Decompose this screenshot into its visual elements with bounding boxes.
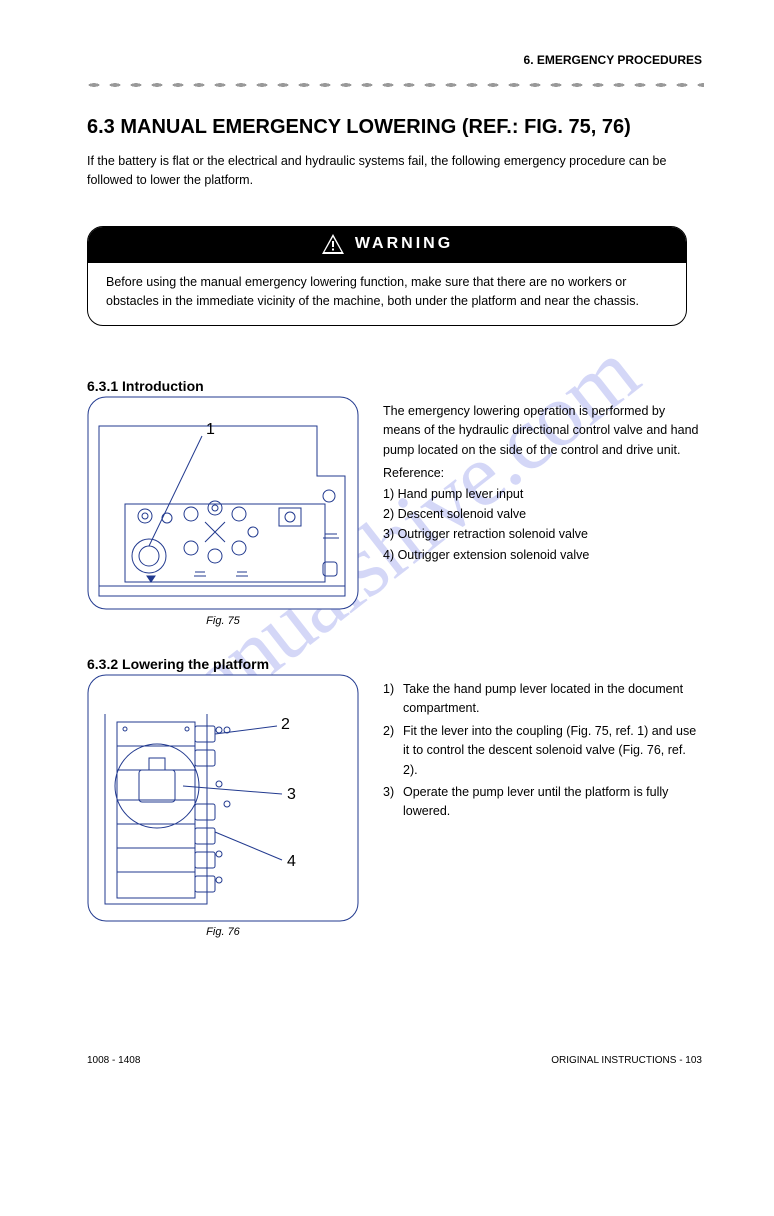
subsection-introduction: 6.3.1 Introduction: [87, 378, 204, 394]
figure-76-svg: 2 3 4: [87, 674, 359, 922]
figure-75-svg: 1: [87, 396, 359, 611]
figure-75-ref-1: 1: [206, 421, 215, 438]
footer-left: 1008 - 1408: [87, 1055, 140, 1066]
ref-2: 2) Descent solenoid valve: [383, 505, 702, 524]
reference-list: Reference: 1) Hand pump lever input 2) D…: [383, 464, 702, 565]
intro-text: If the battery is flat or the electrical…: [87, 152, 702, 190]
warning-body: Before using the manual emergency loweri…: [88, 263, 686, 325]
warning-header: WARNING: [88, 227, 686, 263]
step-2-text: Fit the lever into the coupling (Fig. 75…: [403, 722, 702, 780]
footer-right: ORIGINAL INSTRUCTIONS - 103: [551, 1055, 702, 1066]
step-2: 2) Fit the lever into the coupling (Fig.…: [383, 722, 702, 780]
step-3-num: 3): [383, 783, 395, 822]
figure-76-ref-3: 3: [287, 786, 296, 803]
figure-75-caption: Fig. 75: [87, 615, 359, 627]
page-footer: 1008 - 1408 ORIGINAL INSTRUCTIONS - 103: [87, 1055, 702, 1066]
page: manualshive.com 6. EMERGENCY PROCEDURES …: [0, 0, 774, 1094]
figure-76: 2 3 4 Fig. 76: [87, 674, 359, 938]
subsection-lowering: 6.3.2 Lowering the platform: [87, 656, 269, 672]
figure-76-ref-4: 4: [287, 853, 296, 870]
step-3-text: Operate the pump lever until the platfor…: [403, 783, 702, 822]
warning-header-text: WARNING: [355, 235, 453, 253]
figure-76-caption: Fig. 76: [87, 926, 359, 938]
step-1: 1) Take the hand pump lever located in t…: [383, 680, 702, 719]
step-1-text: Take the hand pump lever located in the …: [403, 680, 702, 719]
ref-1: 1) Hand pump lever input: [383, 485, 702, 504]
warning-box: WARNING Before using the manual emergenc…: [87, 226, 687, 326]
intro-paragraph: The emergency lowering operation is perf…: [383, 402, 702, 460]
refs-title: Reference:: [383, 464, 702, 483]
ref-3: 3) Outrigger retraction solenoid valve: [383, 525, 702, 544]
section-title: 6.3 MANUAL EMERGENCY LOWERING (REF.: FIG…: [87, 116, 702, 139]
ref-4: 4) Outrigger extension solenoid valve: [383, 546, 702, 565]
chapter-label: 6. EMERGENCY PROCEDURES: [524, 53, 702, 67]
step-1-num: 1): [383, 680, 395, 719]
step-2-num: 2): [383, 722, 395, 780]
figure-76-ref-2: 2: [281, 716, 290, 733]
lowering-steps-column: 1) Take the hand pump lever located in t…: [383, 680, 702, 825]
figure-75: 1 Fig. 75: [87, 396, 359, 627]
step-3: 3) Operate the pump lever until the plat…: [383, 783, 702, 822]
introduction-text-column: The emergency lowering operation is perf…: [383, 402, 702, 566]
warning-triangle-icon: [321, 233, 345, 255]
header-rule: [85, 82, 704, 88]
